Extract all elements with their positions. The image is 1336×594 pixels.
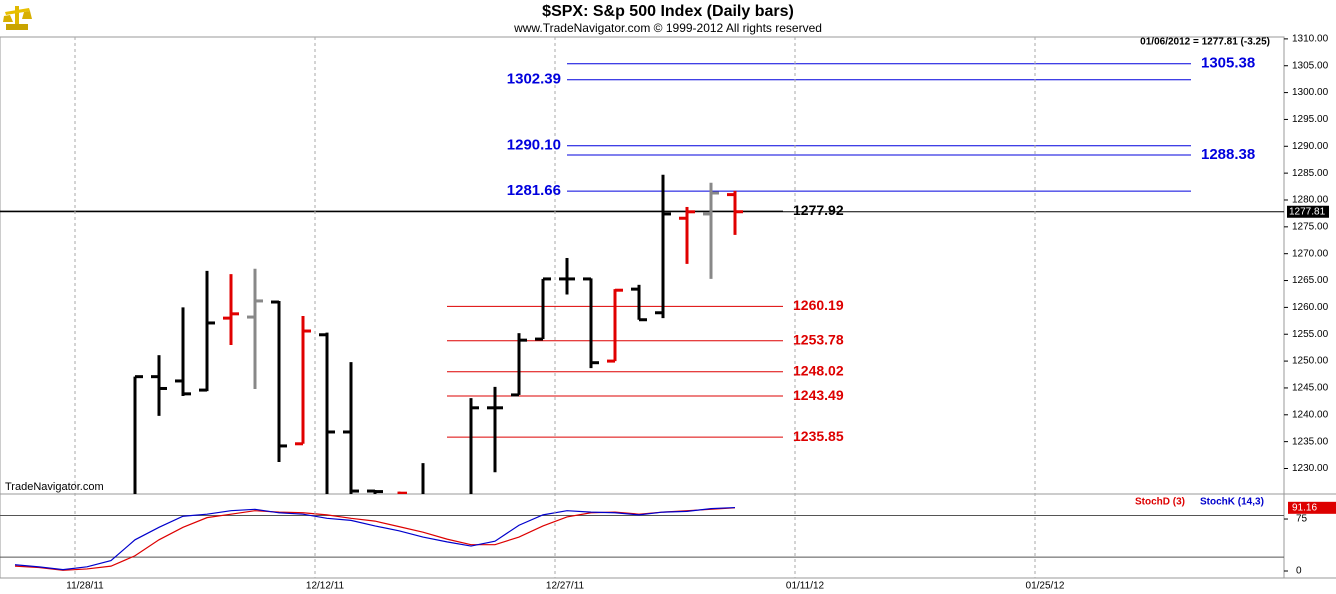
x-tick-label: 01/11/12 xyxy=(786,581,825,592)
stoch-pane xyxy=(0,506,1284,571)
last-price-label: 1277.81 xyxy=(1289,206,1326,217)
level-label: 1288.38 xyxy=(1201,146,1255,163)
y-tick-label: 75 xyxy=(1296,514,1308,525)
y-tick-label: 1295.00 xyxy=(1292,114,1329,125)
y-tick-label: 1305.00 xyxy=(1292,60,1329,71)
level-label: 1253.78 xyxy=(793,331,844,347)
y-tick-label: 1310.00 xyxy=(1292,34,1329,45)
x-tick-label: 12/12/11 xyxy=(306,581,345,592)
y-tick-label: 1240.00 xyxy=(1292,409,1329,420)
level-label: 1260.19 xyxy=(793,297,844,313)
y-tick-label: 1285.00 xyxy=(1292,168,1329,179)
level-label: 1290.10 xyxy=(507,137,561,154)
level-label: 1305.38 xyxy=(1201,55,1255,72)
y-tick-label: 1270.00 xyxy=(1292,248,1329,259)
level-label: 1277.92 xyxy=(793,202,844,218)
stoch-line xyxy=(14,506,736,571)
legend-entry: StochD (3) xyxy=(1135,497,1185,508)
level-label: 1235.85 xyxy=(793,428,844,444)
level-label: 1281.66 xyxy=(507,182,561,199)
y-tick-label: 1280.00 xyxy=(1292,195,1329,206)
x-tick-label: 12/27/11 xyxy=(546,581,585,592)
y-tick-label: 1275.00 xyxy=(1292,221,1329,232)
y-tick-label: 1245.00 xyxy=(1292,383,1329,394)
legend-entry: StochK (14,3) xyxy=(1200,497,1264,508)
price-pane xyxy=(0,63,1284,494)
last-value-tag xyxy=(1288,501,1336,514)
y-tick-label: 1300.00 xyxy=(1292,87,1329,98)
level-label: 1243.49 xyxy=(793,387,844,403)
last-value-label: 91.16 xyxy=(1292,502,1317,513)
watermark: TradeNavigator.com xyxy=(5,481,104,493)
stoch-line xyxy=(14,507,736,571)
y-tick-label: 1255.00 xyxy=(1292,329,1329,340)
last-price-tag xyxy=(1287,205,1329,218)
x-tick-label: 01/25/12 xyxy=(1026,581,1065,592)
y-tick-label: 1235.00 xyxy=(1292,436,1329,447)
y-tick-label: 1265.00 xyxy=(1292,275,1329,286)
y-tick-label: 1230.00 xyxy=(1292,463,1329,474)
y-tick-label: 1250.00 xyxy=(1292,356,1329,367)
chart-title: $SPX: S&p 500 Index (Daily bars) xyxy=(542,3,794,20)
y-tick-label: 1290.00 xyxy=(1292,141,1329,152)
level-label: 1248.02 xyxy=(793,362,844,378)
subtitle: www.TradeNavigator.com © 1999-2012 All r… xyxy=(513,21,822,35)
quote: 01/06/2012 = 1277.81 (-3.25) xyxy=(1140,37,1270,48)
y-tick-label: 1260.00 xyxy=(1292,302,1329,313)
x-tick-label: 11/28/11 xyxy=(66,581,104,592)
y-tick-label: 0 xyxy=(1296,566,1302,577)
logo xyxy=(3,6,32,30)
level-label: 1302.39 xyxy=(507,71,561,88)
